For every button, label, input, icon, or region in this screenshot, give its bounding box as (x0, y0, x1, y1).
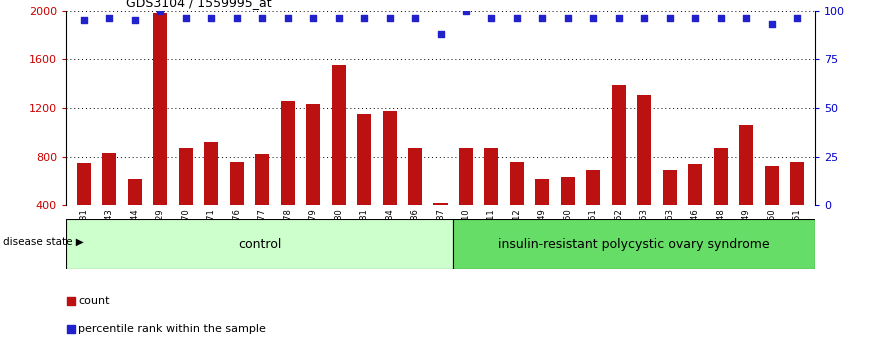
Point (281, 16, 295, 21)
Bar (536, 178, 550, 254)
Point (485, 16, 499, 21)
Bar (255, 154, 270, 254)
Bar (204, 142, 218, 254)
Point (611, 16, 626, 21)
Point (382, 16, 396, 21)
Point (408, 16, 422, 21)
Point (714, 16, 728, 21)
Point (536, 16, 550, 21)
Bar (77, 163, 91, 254)
Bar (790, 161, 804, 254)
Bar (587, 170, 600, 254)
Point (63, 326, 78, 332)
Point (306, 16, 320, 21)
Point (510, 16, 524, 21)
Bar (66, 219, 454, 269)
Bar (230, 161, 244, 254)
Point (102, 16, 116, 21)
Point (77, 18, 91, 23)
Point (128, 18, 142, 23)
Point (63, 298, 78, 304)
Bar (179, 148, 193, 254)
Point (179, 16, 193, 21)
Bar (433, 203, 448, 254)
Point (790, 16, 804, 21)
Text: percentile rank within the sample: percentile rank within the sample (78, 324, 266, 334)
Text: GDS3104 / 1559995_at: GDS3104 / 1559995_at (126, 0, 271, 10)
Bar (714, 148, 728, 254)
Bar (102, 153, 116, 254)
Bar (357, 114, 371, 254)
Bar (454, 219, 815, 269)
Point (586, 16, 600, 21)
Text: insulin-resistant polycystic ovary syndrome: insulin-resistant polycystic ovary syndr… (499, 238, 770, 251)
Bar (637, 95, 651, 254)
Point (357, 16, 371, 21)
Point (663, 16, 677, 21)
Point (255, 16, 270, 21)
Point (637, 16, 651, 21)
Point (153, 8, 167, 13)
Bar (459, 148, 473, 254)
Point (765, 22, 779, 27)
Bar (611, 85, 626, 254)
Point (561, 16, 575, 21)
Bar (153, 13, 167, 254)
Text: control: control (238, 238, 281, 251)
Point (433, 31, 448, 37)
Bar (331, 65, 345, 254)
Bar (688, 164, 702, 254)
Bar (485, 148, 499, 254)
Bar (128, 178, 142, 254)
Point (204, 16, 218, 21)
Bar (663, 170, 677, 254)
Bar (739, 125, 753, 254)
Bar (408, 148, 422, 254)
Text: count: count (78, 296, 109, 306)
Point (459, 8, 473, 13)
Point (230, 16, 244, 21)
Point (739, 16, 753, 21)
Bar (561, 177, 575, 254)
Bar (306, 104, 320, 254)
Text: disease state ▶: disease state ▶ (4, 237, 84, 247)
Bar (510, 161, 524, 254)
Bar (765, 166, 779, 254)
Bar (382, 111, 396, 254)
Bar (281, 101, 294, 254)
Point (688, 16, 702, 21)
Point (331, 16, 345, 21)
